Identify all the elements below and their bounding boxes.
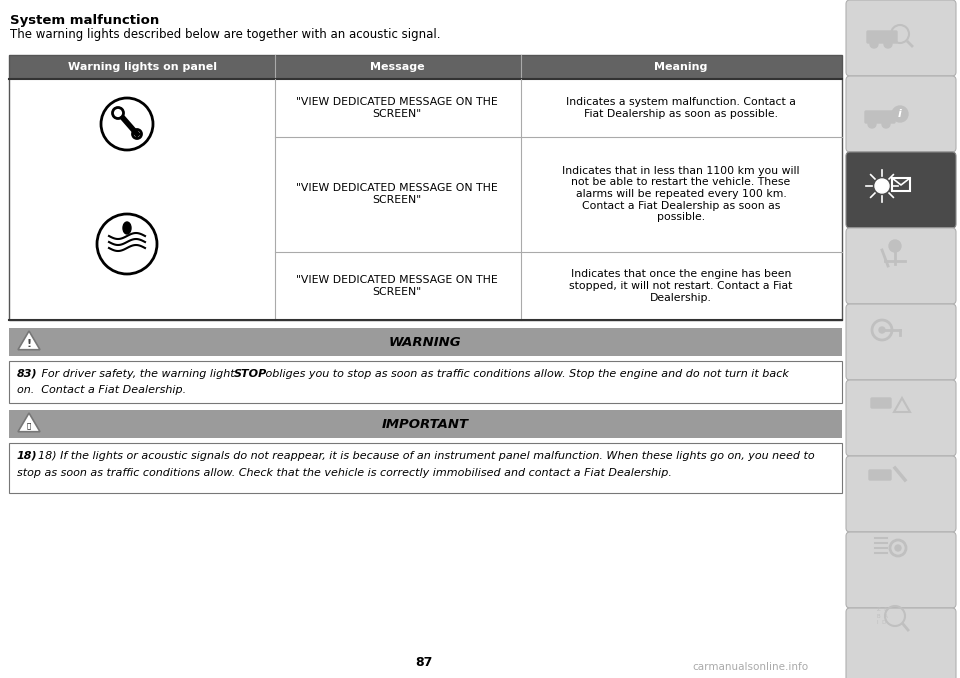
Text: Meaning: Meaning [655,62,708,72]
FancyBboxPatch shape [846,456,956,532]
Text: "VIEW DEDICATED MESSAGE ON THE
SCREEN": "VIEW DEDICATED MESSAGE ON THE SCREEN" [296,183,498,205]
Text: Indicates that once the engine has been
stopped, it will not restart. Contact a : Indicates that once the engine has been … [569,269,793,302]
Text: i: i [898,109,902,119]
Text: !: ! [27,339,32,349]
Text: B  A: B A [876,614,887,619]
FancyBboxPatch shape [846,228,956,304]
Text: I  D: I D [877,620,887,625]
FancyBboxPatch shape [867,31,897,43]
Circle shape [889,240,901,252]
Text: stop as soon as traffic conditions allow. Check that the vehicle is correctly im: stop as soon as traffic conditions allow… [17,468,672,478]
Circle shape [868,120,876,128]
Text: 🚗: 🚗 [27,422,31,429]
Bar [9,410,842,438]
Ellipse shape [123,222,131,234]
Polygon shape [18,331,40,350]
Circle shape [875,179,889,193]
Text: For driver safety, the warning light: For driver safety, the warning light [38,369,238,379]
FancyBboxPatch shape [846,76,956,152]
FancyBboxPatch shape [871,398,891,408]
Text: Message: Message [370,62,424,72]
FancyBboxPatch shape [846,304,956,380]
Text: Warning lights on panel: Warning lights on panel [67,62,217,72]
Circle shape [884,40,892,48]
FancyBboxPatch shape [846,608,956,678]
Text: obliges you to stop as soon as traffic conditions allow. Stop the engine and do : obliges you to stop as soon as traffic c… [262,369,789,379]
Text: on.  Contact a Fiat Dealership.: on. Contact a Fiat Dealership. [17,385,186,395]
FancyBboxPatch shape [869,470,891,480]
Text: 18) If the lights or acoustic signals do not reappear, it is because of an instr: 18) If the lights or acoustic signals do… [38,451,815,461]
Text: WARNING: WARNING [389,336,462,348]
Text: IMPORTANT: IMPORTANT [381,418,468,431]
FancyBboxPatch shape [865,111,895,123]
Text: The warning lights described below are together with an acoustic signal.: The warning lights described below are t… [10,28,441,41]
Text: carmanualsonline.info: carmanualsonline.info [692,662,808,672]
Circle shape [892,106,908,122]
FancyBboxPatch shape [846,0,956,76]
Text: Z  E: Z E [876,607,887,612]
Circle shape [870,40,878,48]
FancyBboxPatch shape [846,152,956,228]
Bar [9,55,842,79]
Text: Indicates that in less than 1100 km you will
not be able to restart the vehicle.: Indicates that in less than 1100 km you … [563,166,800,222]
Text: "VIEW DEDICATED MESSAGE ON THE
SCREEN": "VIEW DEDICATED MESSAGE ON THE SCREEN" [296,97,498,119]
Bar [9,443,842,493]
FancyBboxPatch shape [846,380,956,456]
Circle shape [879,327,885,333]
Bar [9,361,842,403]
FancyBboxPatch shape [846,532,956,608]
Text: "VIEW DEDICATED MESSAGE ON THE
SCREEN": "VIEW DEDICATED MESSAGE ON THE SCREEN" [296,275,498,297]
Polygon shape [18,413,40,432]
Text: 18): 18) [17,451,37,461]
Bar [9,55,842,320]
Text: 87: 87 [416,656,433,669]
Text: System malfunction: System malfunction [10,14,159,27]
Text: 83): 83) [17,369,37,379]
Text: STOP: STOP [234,369,267,379]
Bar [9,328,842,356]
Text: Indicates a system malfunction. Contact a
Fiat Dealership as soon as possible.: Indicates a system malfunction. Contact … [566,97,796,119]
Circle shape [882,120,890,128]
Circle shape [895,545,901,551]
